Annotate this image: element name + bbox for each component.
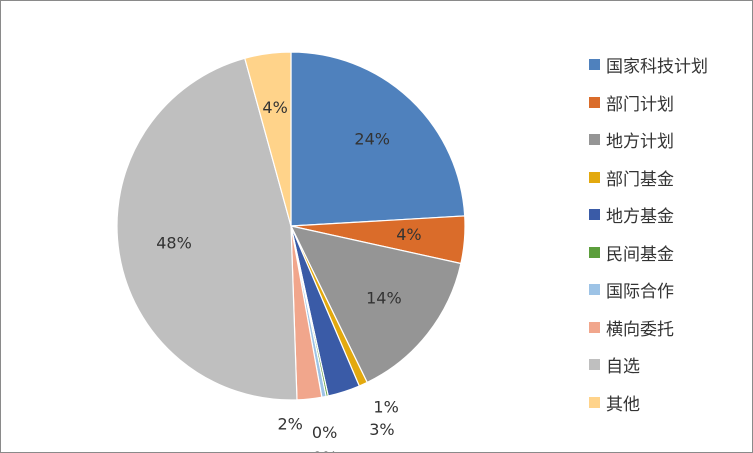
legend-item-5: 地方基金 — [589, 196, 749, 234]
legend-label-6: 民间基金 — [606, 244, 674, 265]
legend-label-9: 自选 — [606, 357, 640, 378]
legend-label-1: 国家科技计划 — [606, 57, 708, 78]
legend-item-4: 部门基金 — [589, 159, 749, 197]
legend-swatch-9 — [589, 359, 600, 371]
pie-data-labels: 24% 4% 14% 1% 3% 0% 0% 2% 48% 4% — [156, 98, 421, 452]
legend-swatch-3 — [589, 134, 600, 146]
legend-label-4: 部门基金 — [606, 169, 674, 190]
data-label-9: 48% — [156, 233, 192, 252]
data-label-8: 2% — [278, 414, 303, 433]
legend-item-1: 国家科技计划 — [589, 46, 749, 84]
legend-swatch-1 — [589, 59, 600, 71]
pie-slice-9 — [116, 57, 298, 401]
legend-label-3: 地方计划 — [606, 132, 674, 153]
legend-label-7: 国际合作 — [606, 282, 674, 303]
legend-item-8: 横向委托 — [589, 309, 749, 347]
pie-slice-3 — [289, 225, 462, 384]
legend-item-3: 地方计划 — [589, 121, 749, 159]
pie-slice-10 — [244, 51, 292, 227]
pie-slice-1 — [290, 51, 466, 227]
legend-swatch-6 — [589, 246, 600, 258]
legend-label-10: 其他 — [606, 394, 640, 415]
legend-swatch-10 — [589, 396, 600, 408]
data-label-10: 4% — [262, 98, 287, 117]
data-label-2: 4% — [396, 225, 421, 244]
pie-slices — [116, 51, 466, 401]
legend-item-10: 其他 — [589, 384, 749, 422]
data-label-5: 3% — [369, 420, 394, 439]
data-label-7: 0% — [312, 448, 337, 452]
legend-item-6: 民间基金 — [589, 234, 749, 272]
data-label-1: 24% — [354, 130, 390, 149]
legend-item-7: 国际合作 — [589, 271, 749, 309]
legend-swatch-7 — [589, 284, 600, 296]
data-label-4: 1% — [373, 397, 398, 416]
legend-item-9: 自选 — [589, 346, 749, 384]
legend-swatch-2 — [589, 96, 600, 108]
data-label-3: 14% — [366, 289, 402, 308]
data-label-6: 0% — [312, 423, 337, 442]
legend-label-8: 横向委托 — [606, 319, 674, 340]
legend-item-2: 部门计划 — [589, 84, 749, 122]
legend-swatch-4 — [589, 171, 600, 183]
legend-label-2: 部门计划 — [606, 94, 674, 115]
legend-label-5: 地方基金 — [606, 207, 674, 228]
legend: 国家科技计划 部门计划地方计划部门基金地方基金民间基金国际合作横向委托自选其他 — [589, 46, 749, 421]
legend-swatch-8 — [589, 321, 600, 333]
legend-swatch-5 — [589, 209, 600, 221]
